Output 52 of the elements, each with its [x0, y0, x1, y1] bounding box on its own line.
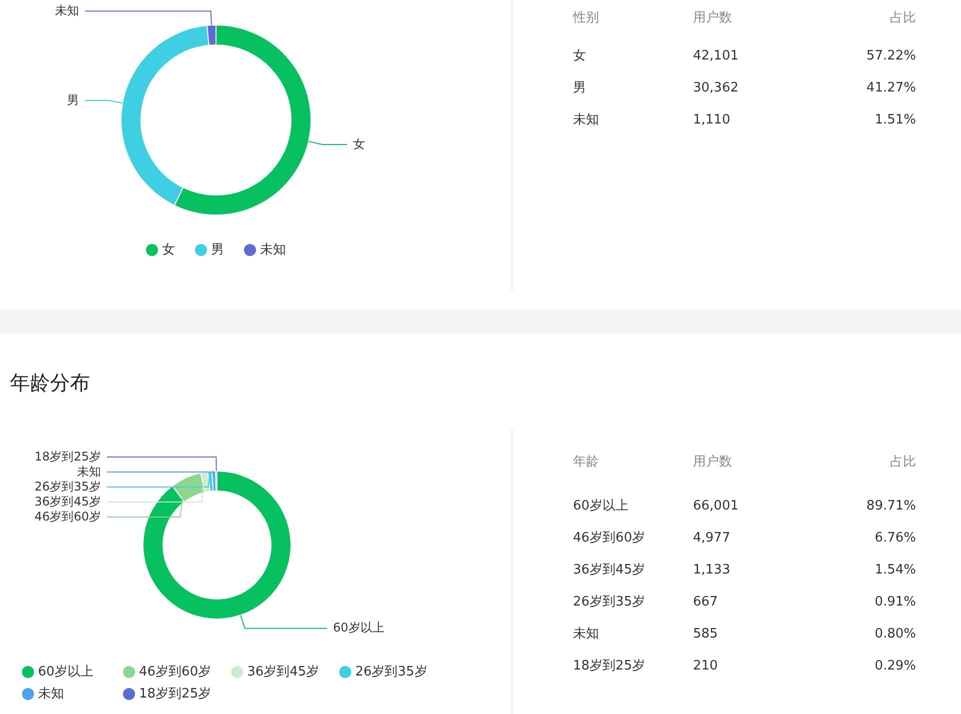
text: 210 — [693, 658, 718, 674]
slice-label: 60岁以上 — [333, 620, 384, 635]
text: 1.51% — [874, 112, 916, 128]
text: 66,001 — [693, 498, 738, 514]
slice-label: 未知 — [55, 3, 79, 18]
text: 女 — [573, 48, 586, 64]
slice-label: 未知 — [77, 464, 101, 478]
text: 57.22% — [866, 48, 916, 64]
text: 未知 — [573, 626, 599, 642]
slice-label: 女 — [353, 136, 365, 151]
legend-label: 36岁到45岁 — [247, 664, 320, 680]
text: 年龄 — [573, 454, 599, 470]
slice-label: 男 — [67, 92, 79, 107]
legend-label: 女 — [162, 242, 175, 258]
text: 用户数 — [693, 454, 732, 470]
text: 0.29% — [874, 658, 916, 674]
text: 占比 — [890, 454, 916, 470]
text: 585 — [693, 626, 718, 642]
text: 1,133 — [693, 562, 730, 578]
text: 性别 — [572, 10, 599, 26]
text: 1,110 — [693, 112, 730, 128]
text: 60岁以上 — [573, 498, 629, 514]
slice-label: 18岁到25岁 — [34, 449, 101, 464]
text: 6.76% — [874, 530, 916, 546]
slice-label: 46岁到60岁 — [34, 509, 101, 524]
legend-label: 男 — [211, 242, 224, 258]
text: 0.91% — [874, 594, 916, 610]
text: 占比 — [890, 10, 916, 26]
text: 未知 — [573, 112, 599, 128]
text: 26岁到35岁 — [573, 594, 646, 610]
text: 41.27% — [866, 80, 916, 96]
legend-label: 未知 — [38, 686, 64, 702]
text: 36岁到45岁 — [573, 562, 646, 578]
text: 4,977 — [693, 530, 730, 546]
text: 1.54% — [874, 562, 916, 578]
slice-label: 36岁到45岁 — [34, 494, 101, 508]
text: 42,101 — [693, 48, 738, 64]
legend-label: 60岁以上 — [38, 664, 94, 680]
text: 30,362 — [693, 80, 738, 96]
legend-label: 未知 — [260, 242, 286, 258]
slice-label: 26岁到35岁 — [34, 479, 101, 494]
text: 89.71% — [866, 498, 916, 514]
text: 男 — [573, 80, 586, 96]
chart-title: 年龄分布 — [10, 370, 90, 394]
text: 0.80% — [874, 626, 916, 642]
text: 667 — [693, 594, 718, 610]
legend-label: 46岁到60岁 — [139, 664, 212, 680]
text: 18岁到25岁 — [573, 658, 646, 674]
text: 46岁到60岁 — [573, 530, 646, 546]
legend-label: 26岁到35岁 — [355, 664, 428, 680]
text: 用户数 — [693, 10, 732, 26]
legend-label: 18岁到25岁 — [139, 686, 212, 702]
